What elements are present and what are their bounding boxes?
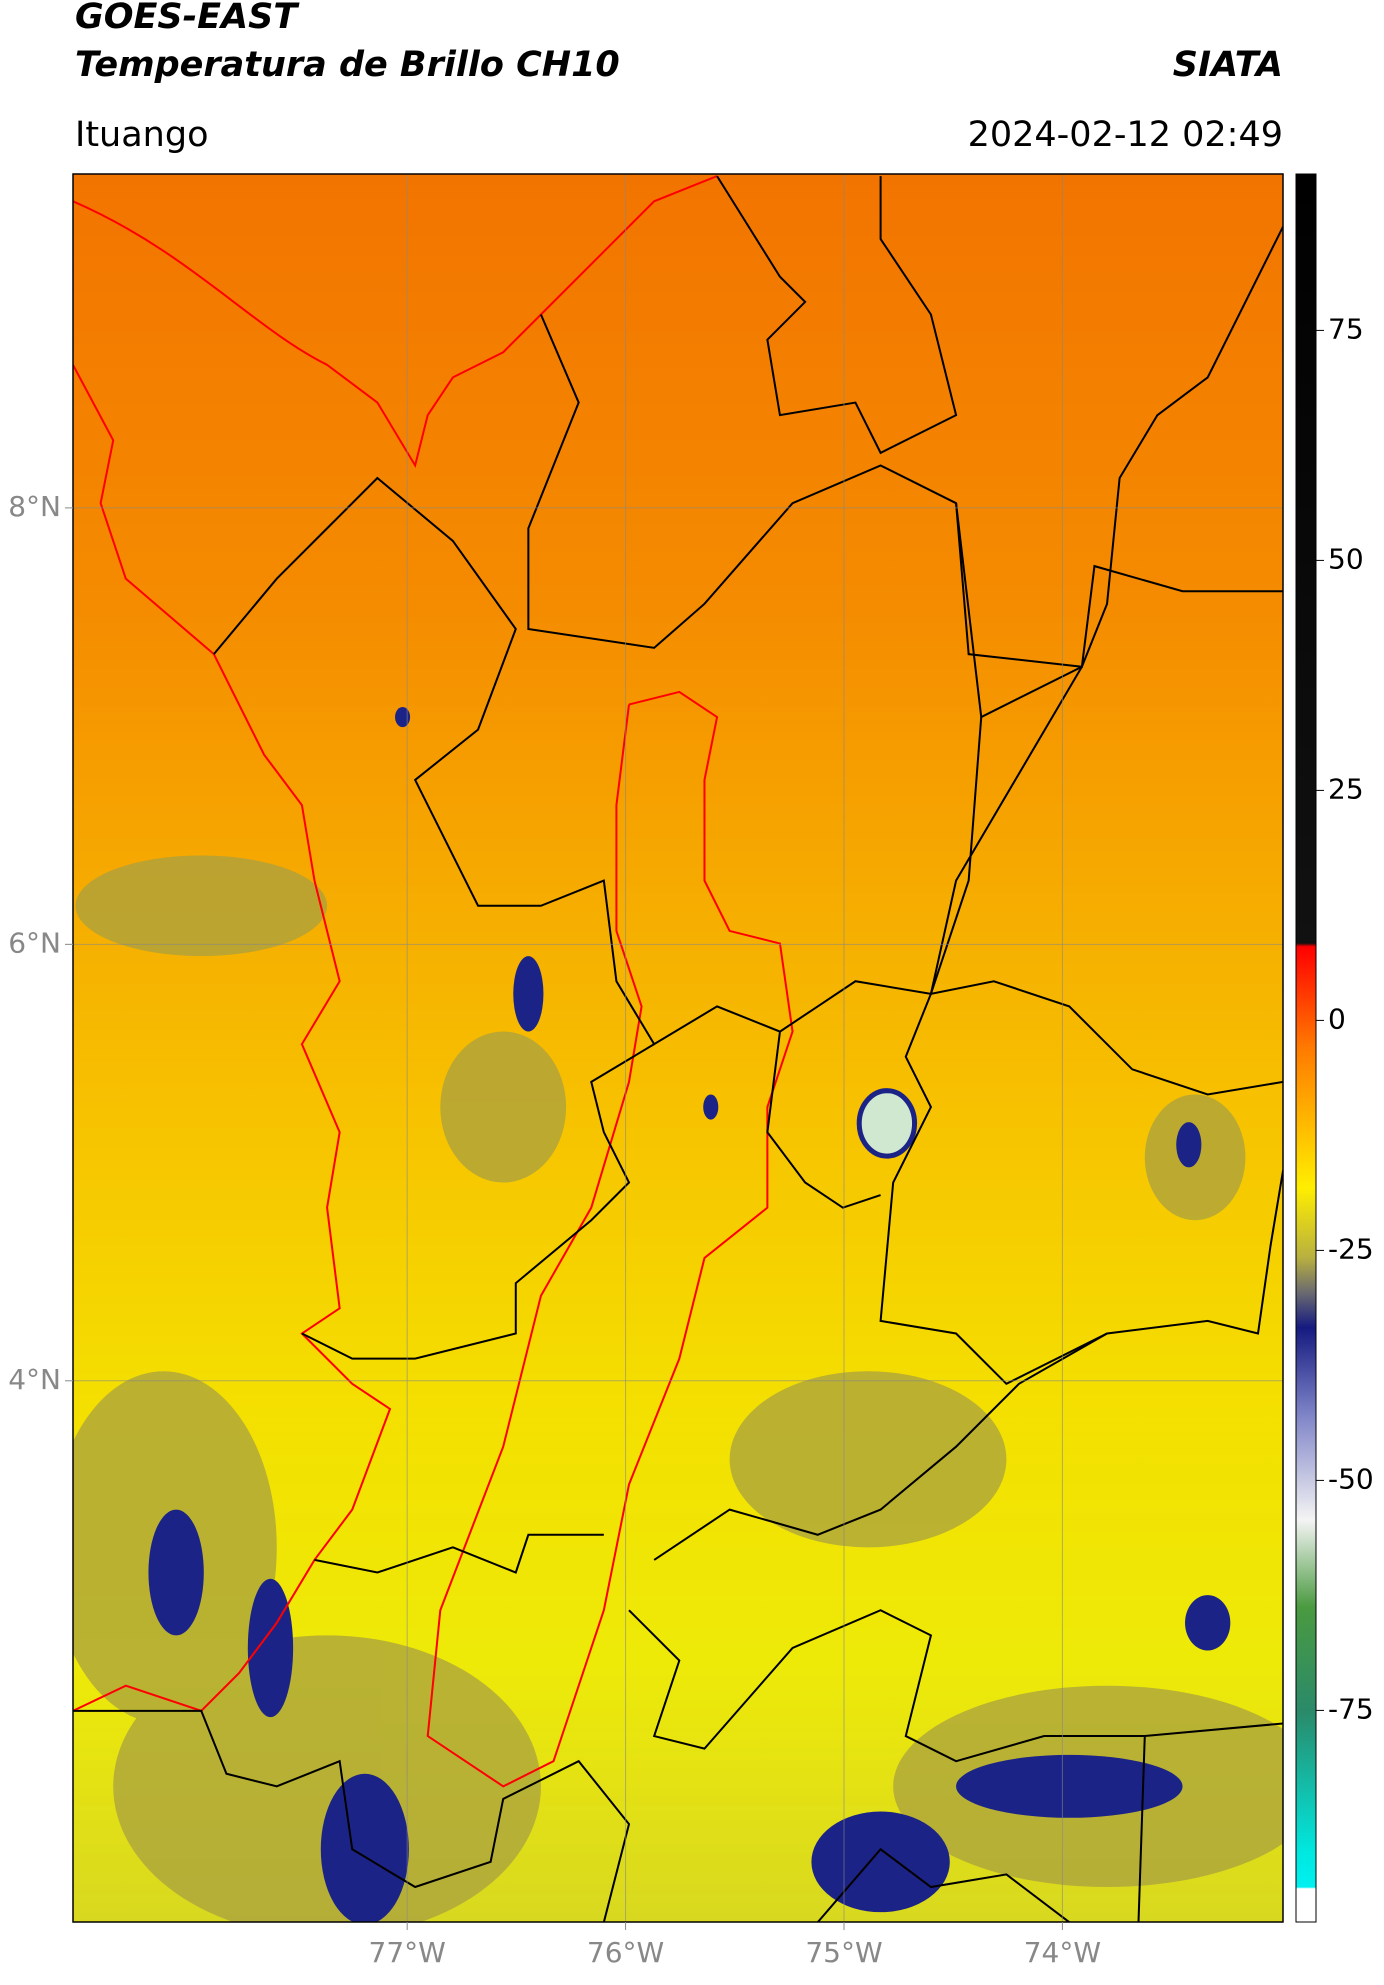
colorbar-tick-label: 50 bbox=[1328, 542, 1364, 575]
x-tick-label: 76°W bbox=[587, 1936, 664, 1969]
source: SIATA bbox=[1173, 45, 1283, 85]
x-tick-label: 74°W bbox=[1024, 1936, 1101, 1969]
x-tick-label: 77°W bbox=[369, 1936, 446, 1969]
y-tick-label: 8°N bbox=[8, 490, 61, 523]
map-frame bbox=[72, 173, 1284, 1923]
y-tick-label: 4°N bbox=[8, 1363, 61, 1396]
colorbar-tick-label: -75 bbox=[1328, 1692, 1374, 1725]
colorbar-tick-label: 75 bbox=[1328, 312, 1364, 345]
title: GOES-EAST bbox=[75, 0, 300, 37]
colorbar-tick-label: 0 bbox=[1328, 1002, 1346, 1035]
y-tick-label: 6°N bbox=[8, 926, 61, 959]
colorbar-tick-label: -25 bbox=[1328, 1232, 1374, 1265]
datetime: 2024-02-12 02:49 bbox=[968, 115, 1283, 155]
map-image bbox=[73, 174, 1283, 1922]
subtitle: Temperatura de Brillo CH10 bbox=[75, 45, 620, 85]
colorbar bbox=[1295, 173, 1317, 1923]
grid bbox=[73, 174, 1283, 1922]
x-tick-label: 75°W bbox=[805, 1936, 882, 1969]
location: Ituango bbox=[75, 115, 209, 155]
colorbar-tick-label: 25 bbox=[1328, 772, 1364, 805]
colorbar-tick-label: -50 bbox=[1328, 1462, 1374, 1495]
